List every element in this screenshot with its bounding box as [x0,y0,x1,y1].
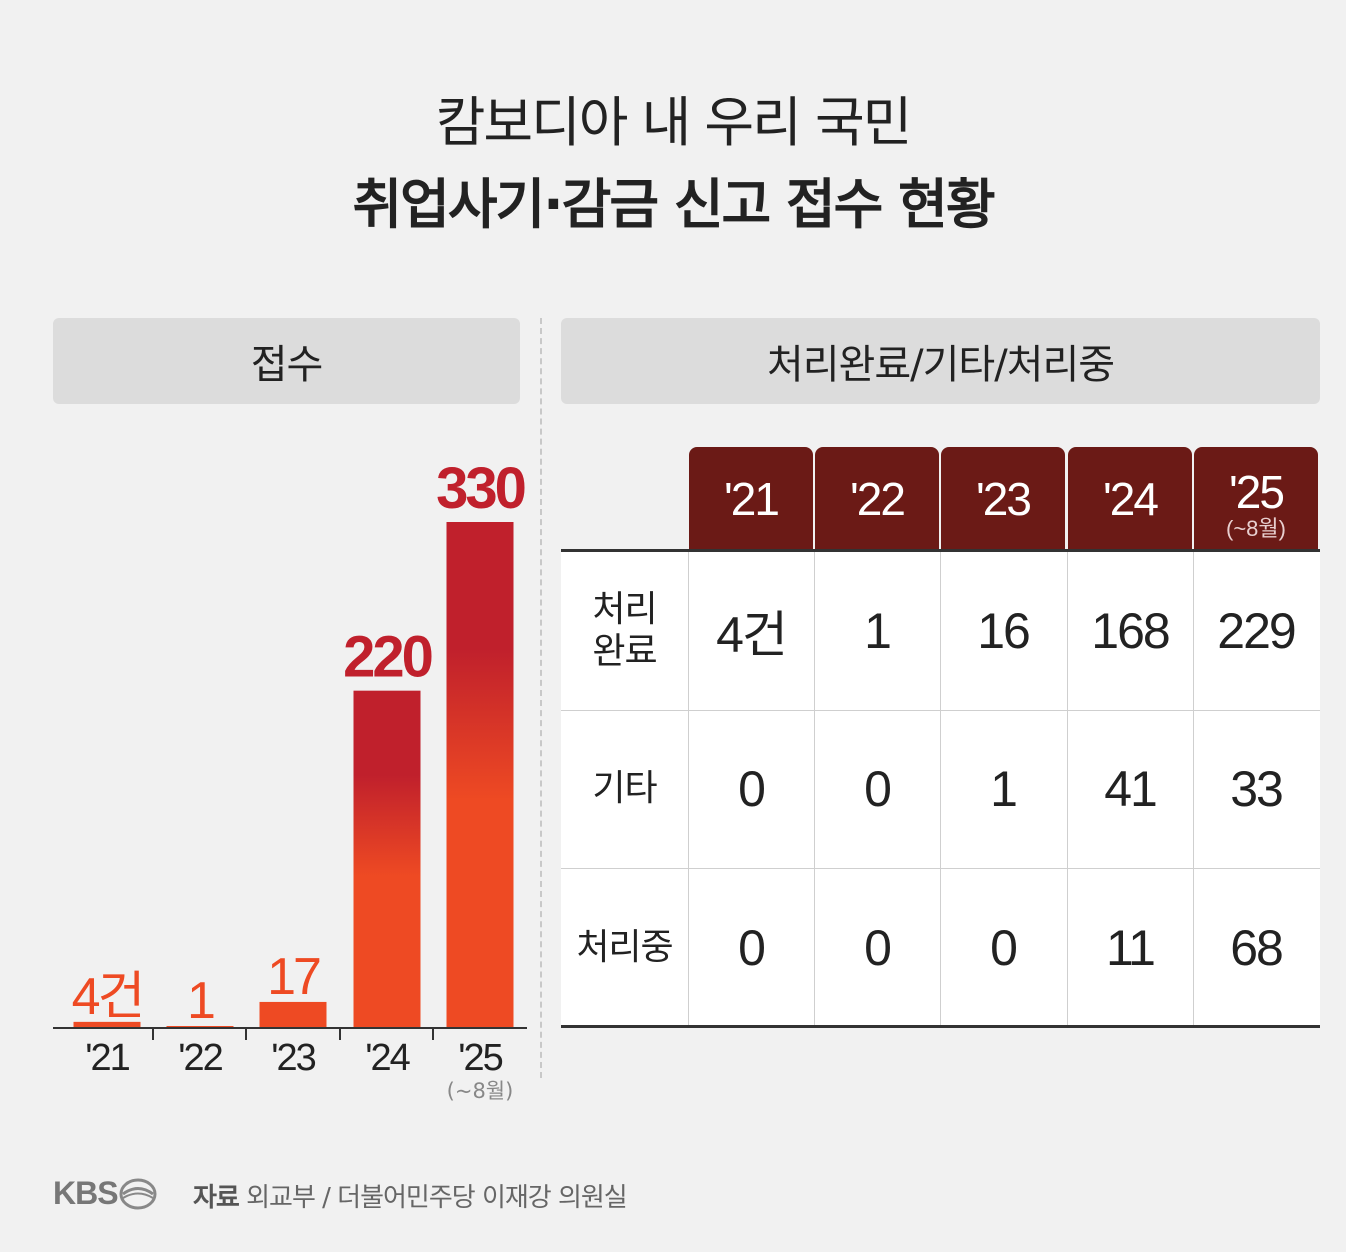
table-top-rule [561,549,1320,552]
table-cell: 1 [864,602,892,659]
column-year-label: '23 [976,473,1032,525]
table-row-label: 기타 [561,710,688,868]
table-cell: 68 [1230,919,1284,976]
column-year-label: '22 [850,473,906,525]
x-tick-label: '24 [365,1037,410,1079]
column-year-label: '25 [1229,466,1285,518]
row-label-line: 완료 [592,630,657,672]
column-note: (~8월) [1226,516,1286,541]
bar-data-label: 4건 [72,968,143,1026]
row-label-line: 처리 [592,588,657,630]
column-year-label: '24 [1103,473,1159,525]
table-cell: 11 [1106,919,1156,976]
table-row-label: 처리 완료 [561,551,688,710]
left-section-header-label: 접수 [250,342,324,388]
table-cell: 229 [1217,602,1296,659]
table-cell: 0 [738,919,766,976]
table-column-header: '22 [815,447,939,551]
table-row-label: 처리중 [561,868,688,1027]
table-cell: 4건 [716,606,788,663]
kbs-logo: KBS [53,1175,158,1212]
table-column-header: '25 (~8월) [1194,447,1318,551]
row-label-line: 기타 [592,768,657,809]
bar-0 [73,1021,141,1028]
bar-3 [353,690,421,1028]
table-column-header: '21 [689,447,813,551]
table-cell: 33 [1230,761,1284,817]
source-text: 외교부 / 더불어민주당 이재강 의원실 [246,1183,628,1213]
table-cell: 16 [977,602,1031,659]
table-column-header: '24 [1068,447,1192,551]
bar-chart: 4건 1 17 220 330 '21 '22 '23 '24 '25(~8월) [53,456,528,1103]
bar-data-label: 330 [436,456,525,521]
kbs-emblem-icon [119,1178,157,1209]
title-line-1: 캄보디아 내 우리 국민 [435,91,913,154]
table-cell: 0 [990,919,1018,976]
table-bottom-rule [561,1025,1320,1028]
column-separator [940,551,941,1027]
column-separator [688,551,689,1027]
table-cell: 1 [990,761,1018,817]
column-separator [1067,551,1068,1027]
column-separator [814,551,815,1027]
table-cell: 0 [864,919,892,976]
title-line-2: 취업사기·감금 신고 접수 현황 [352,173,995,236]
column-separator [1193,551,1194,1027]
row-label-line: 처리중 [576,926,673,968]
right-section-header-label: 처리완료/기타/처리중 [766,342,1115,388]
table-cell: 0 [738,761,766,817]
bar-2 [259,1001,327,1028]
bar-4 [446,522,514,1028]
source-label: 자료 [193,1183,240,1213]
table-cell: 0 [864,761,892,817]
table-column-header: '23 [941,447,1065,551]
x-tick-label: '21 [85,1037,129,1079]
left-section-header: 접수 [53,318,520,404]
x-tick-label: '23 [271,1037,315,1079]
source-note: 자료 외교부 / 더불어민주당 이재강 의원실 [193,1177,628,1214]
bar-data-label: 1 [187,972,214,1030]
table-cell: 168 [1091,602,1170,659]
kbs-logo-text: KBS [53,1175,119,1211]
x-tick-label: '22 [178,1037,222,1079]
table-cell: 41 [1104,761,1158,817]
right-section-header: 처리완료/기타/처리중 [561,318,1320,404]
x-tick-note: (~8월) [447,1079,514,1103]
bar-data-label: 220 [343,625,432,690]
x-tick-label: '25 [458,1037,502,1079]
column-year-label: '21 [724,473,780,525]
bar-data-label: 17 [267,948,320,1006]
section-divider [540,318,542,1078]
